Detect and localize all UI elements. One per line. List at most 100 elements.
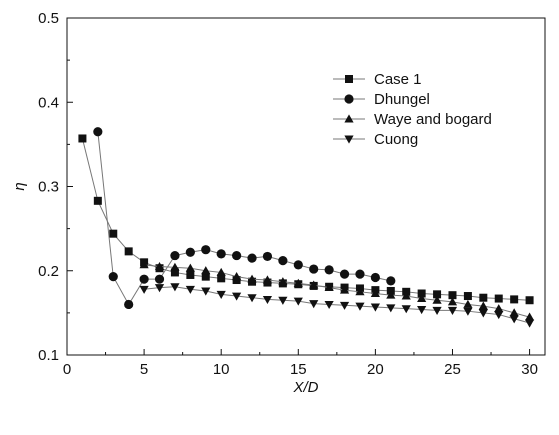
x-tick-label: 25 (444, 361, 461, 378)
data-point (247, 253, 257, 263)
y-tick-label: 0.2 (38, 263, 59, 280)
data-point (386, 304, 396, 313)
x-axis-label: X/D (292, 379, 318, 396)
x-tick-label: 30 (521, 361, 538, 378)
series-line (81, 138, 530, 301)
data-point (217, 274, 226, 283)
x-tick-label: 20 (367, 361, 384, 378)
data-point (293, 297, 303, 306)
data-point (201, 245, 211, 255)
data-point (293, 260, 303, 270)
legend-item: Dhungel (333, 91, 430, 108)
data-point (510, 295, 519, 304)
legend-marker (344, 94, 354, 104)
data-point (232, 250, 242, 261)
data-point (124, 247, 133, 256)
data-point (324, 283, 334, 292)
data-point (324, 301, 334, 310)
data-point (293, 278, 303, 287)
data-point (262, 251, 273, 262)
legend-item: Case 1 (333, 71, 422, 88)
data-point (309, 280, 319, 289)
data-point (247, 274, 257, 283)
data-point (216, 249, 226, 259)
data-point (108, 272, 118, 282)
y-tick-label: 0.3 (38, 179, 59, 196)
data-point (355, 302, 365, 311)
data-point (524, 319, 535, 328)
data-point (216, 267, 226, 276)
data-point (339, 301, 350, 310)
data-point (278, 277, 288, 286)
data-point (124, 299, 134, 310)
data-point (463, 292, 472, 301)
data-point (478, 301, 488, 310)
data-point (262, 295, 273, 304)
x-tick-label: 10 (213, 361, 230, 378)
data-point (463, 299, 473, 308)
data-point (186, 270, 195, 279)
legend-label: Cuong (374, 131, 418, 148)
legend-marker (345, 75, 353, 83)
data-point (278, 256, 288, 266)
data-point (139, 285, 149, 294)
data-point (401, 291, 411, 300)
data-point (93, 127, 103, 137)
data-point (216, 290, 226, 299)
data-point (509, 308, 519, 317)
data-point (278, 296, 288, 305)
legend-label: Case 1 (374, 71, 422, 88)
plot-frame (66, 17, 546, 356)
data-point (170, 268, 179, 277)
data-point (309, 264, 319, 274)
data-point (339, 269, 350, 279)
data-point (355, 287, 365, 296)
series-layer (78, 127, 535, 328)
data-point (170, 262, 180, 271)
data-point (463, 307, 473, 316)
data-point (247, 294, 257, 303)
data-point (433, 290, 442, 299)
axes: 0 5 10 15 20 25 30 0.1 0.2 0.3 0.4 0.5 (38, 10, 546, 378)
x-tick-label: 5 (140, 361, 148, 378)
data-point (170, 283, 180, 292)
series-3 (139, 260, 535, 321)
y-tick-label: 0.4 (38, 94, 59, 111)
series-4 (139, 283, 535, 328)
y-tick-label: 0.1 (38, 347, 59, 364)
data-point (170, 250, 180, 261)
data-point (432, 295, 442, 304)
data-point (494, 294, 503, 303)
legend-marker (344, 114, 354, 123)
data-point (401, 305, 411, 314)
legend-label: Waye and bogard (374, 111, 492, 128)
x-tick-label: 0 (63, 361, 71, 378)
legend-item: Cuong (333, 131, 418, 148)
data-point (201, 266, 211, 275)
data-point (447, 306, 458, 315)
legend-label: Dhungel (374, 91, 430, 108)
legend-item: Waye and bogard (333, 111, 492, 128)
data-point (355, 269, 365, 279)
data-point (417, 293, 427, 303)
data-point (524, 312, 535, 321)
data-point (201, 287, 211, 296)
y-axis-label: η (11, 182, 28, 190)
data-point (432, 306, 442, 315)
data-point (479, 293, 488, 302)
legend: Case 1 Dhungel Waye and bogard Cuong (333, 71, 492, 148)
data-point (154, 284, 165, 293)
data-point (509, 315, 519, 324)
data-point (370, 272, 380, 283)
data-point (370, 288, 380, 297)
data-point (339, 285, 350, 294)
data-point (201, 272, 210, 281)
data-point (185, 247, 195, 257)
data-point (154, 274, 165, 284)
legend-marker (344, 135, 354, 144)
data-point (370, 303, 380, 312)
data-point (324, 265, 334, 275)
data-point (386, 290, 396, 299)
data-point (525, 296, 534, 305)
